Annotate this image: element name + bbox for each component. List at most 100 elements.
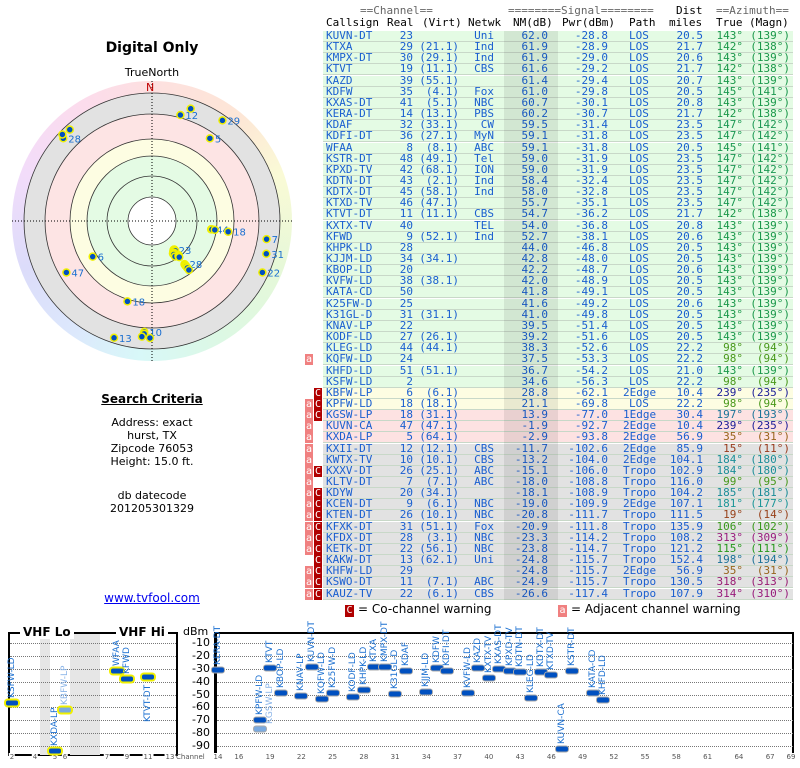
station-label: KUVN-CA xyxy=(556,703,567,745)
signal-marker xyxy=(545,672,558,678)
cell-call: KSTR-DT xyxy=(326,151,373,165)
table-row[interactable]: KJJM-LD 34 (34.1) 42.8 -48.0 LOS 20.5 143° (139°… xyxy=(323,252,793,265)
table-row[interactable]: KETK-DT 22 (56.1) NBC -23.8 -114.7 Tropo 121.2 1… xyxy=(323,542,793,555)
table-row[interactable]: KTVT-DT 11 (11.1) CBS 54.7 -36.2 LOS 21.7 142° (1… xyxy=(323,208,793,221)
table-row[interactable]: K31GL-D 31 (31.1) 41.0 -49.8 LOS 20.5 143° (139°… xyxy=(323,307,793,321)
cell-nm: 39.5 xyxy=(521,318,549,332)
table-row[interactable]: KERA-DT 14 (13.1) PBS 60.2 -30.7 LOS 21.7 142° (1… xyxy=(323,107,793,121)
table-row[interactable]: KPXD-TV 42 (68.1) ION 59.0 -31.9 LOS 23.5 147° (1… xyxy=(323,163,793,176)
cell-virt: (51.1) xyxy=(419,519,459,533)
cell-path: LOS xyxy=(629,341,649,355)
table-row[interactable]: KDAF 32 (33.1) CW 59.5 -31.4 LOS 23.5 147° (142°) xyxy=(323,118,793,132)
signal-marker xyxy=(212,667,224,673)
table-row[interactable]: KAKW-DT 13 (62.1) Uni -24.8 -115.7 Tropo 152.4 1… xyxy=(323,554,793,567)
cell-magn: (139°) xyxy=(750,285,790,299)
cell-path: LOS xyxy=(629,118,649,132)
table-row[interactable]: KDFW 35 (4.1) Fox 61.0 -29.8 LOS 20.5 145° (141°) xyxy=(323,84,793,98)
grid-line xyxy=(10,746,176,747)
cell-dist: 20.5 xyxy=(676,252,704,265)
cell-az: 143° xyxy=(716,307,744,321)
table-row[interactable]: KSTR-DT 48 (49.1) Tel 59.0 -31.9 LOS 23.5 147° (1… xyxy=(323,151,793,165)
table-row[interactable]: KXII-DT 12 (12.1) CBS -11.7 -102.6 2Edge 85.9 15… xyxy=(323,442,793,455)
table-row[interactable]: KHFW-LD 29 -24.8 -115.7 2Edge 56.9 35° (31°) xyxy=(323,564,793,578)
table-row[interactable]: KWTX-TV 10 (10.1) CBS -13.2 -104.0 2Edge 104.1 1… xyxy=(323,453,793,466)
table-row[interactable]: KDTX-DT 45 (58.1) Ind 58.0 -32.8 LOS 23.5 147° (1… xyxy=(323,185,793,199)
cell-dist: 21.7 xyxy=(676,107,704,121)
table-row[interactable]: KHPK-LD 28 44.0 -46.8 LOS 20.5 143° (139°) xyxy=(323,241,793,254)
cell-virt: (6.1) xyxy=(425,385,459,399)
table-row[interactable]: KBOP-LD 20 42.2 -48.7 LOS 20.6 143° (139°) xyxy=(323,264,793,277)
cell-call: KXXV-DT xyxy=(326,463,373,477)
cell-az: 106° xyxy=(716,519,744,533)
cell-real: 26 xyxy=(399,508,413,522)
cell-nm: 60.7 xyxy=(521,95,549,109)
table-row[interactable]: KXAS-DT 41 (5.1) NBC 60.7 -30.1 LOS 20.8 143° (13… xyxy=(323,95,793,109)
station-channel-label: 22 xyxy=(267,268,280,279)
table-row[interactable]: KNAV-LP 22 39.5 -51.4 LOS 20.5 143° (139°) xyxy=(323,318,793,332)
cell-call: KBFW-LP xyxy=(326,385,373,399)
table-row[interactable]: KTVT 19 (11.1) CBS 61.6 -29.2 LOS 21.7 142° (138°… xyxy=(323,63,793,76)
table-row[interactable]: KBFW-LP 6 (6.1) 28.8 -62.1 2Edge 10.4 239° (235°… xyxy=(323,385,793,399)
table-row[interactable]: KLEG-LD 44 (44.1) 38.3 -52.6 LOS 22.2 98° (94°) xyxy=(323,341,793,355)
table-row[interactable]: KODF-LD 27 (26.1) 39.2 -51.6 LOS 20.5 143° (139°… xyxy=(323,330,793,344)
grid-line xyxy=(10,668,176,670)
table-row[interactable]: KDYW 20 (34.1) -18.1 -108.9 Tropo 104.2 185° (18… xyxy=(323,487,793,500)
cell-path: LOS xyxy=(629,318,649,332)
cell-path: LOS xyxy=(629,374,649,388)
table-row[interactable]: KATA-CD 50 41.8 -49.1 LOS 20.5 143° (139°) xyxy=(323,285,793,299)
table-row[interactable]: KXDA-LP 5 (64.1) -2.9 -93.8 2Edge 56.9 35° (31°) xyxy=(323,430,793,444)
cell-call: KODF-LD xyxy=(326,330,373,344)
table-row[interactable]: KXXV-DT 26 (25.1) ABC -15.1 -106.0 Tropo 102.9 1… xyxy=(323,463,793,477)
cell-dist: 56.9 xyxy=(676,564,704,578)
table-row[interactable]: KHFD-LD 51 (51.1) 36.7 -54.2 LOS 21.0 143° (139°… xyxy=(323,364,793,377)
cell-path: Tropo xyxy=(623,463,657,477)
table-row[interactable]: KUVN-DT 23 Uni 62.0 -28.8 LOS 20.5 143° (139°) xyxy=(323,30,793,42)
cell-nm: 28.8 xyxy=(521,385,549,399)
cell-nm: 41.8 xyxy=(521,285,549,299)
table-row[interactable]: KPFW-LD 18 (18.1) 21.1 -69.8 LOS 22.2 98° (94°) xyxy=(323,396,793,410)
cell-call: KERA-DT xyxy=(326,107,373,121)
cell-nm: 58.0 xyxy=(521,185,549,199)
table-row[interactable]: KXTX-TV 40 TEL 54.0 -36.8 LOS 20.8 143° (139°) xyxy=(323,219,793,232)
cell-nm: 41.6 xyxy=(521,296,549,310)
table-row[interactable]: KTXD-TV 46 (47.1) 55.7 -35.1 LOS 23.5 147° (142°… xyxy=(323,197,793,210)
cell-nm: -2.9 xyxy=(521,430,549,444)
table-row[interactable]: KSFW-LD 2 34.6 -56.3 LOS 22.2 98° (94°) xyxy=(323,374,793,388)
table-row[interactable]: KVFW-LD 38 (38.1) 42.0 -48.9 LOS 20.5 143° (139°… xyxy=(323,274,793,288)
table-row[interactable]: KGSW-LP 18 (31.1) 13.9 -77.0 1Edge 30.4 197° (19… xyxy=(323,408,793,422)
cell-path: Tropo xyxy=(623,508,657,522)
cell-pwr: -48.9 xyxy=(574,274,608,288)
tvfool-link[interactable]: www.tvfool.com xyxy=(104,591,200,605)
table-row[interactable]: KTXA 29 (21.1) Ind 61.9 -28.9 LOS 21.7 142° (138°… xyxy=(323,41,793,54)
cell-call: KDFI-DT xyxy=(326,129,373,143)
cell-real: 39 xyxy=(399,73,413,87)
table-row[interactable]: KFWD 9 (52.1) Ind 52.7 -38.1 LOS 20.6 143° (139°) xyxy=(323,230,793,243)
table-row[interactable]: KAZD 39 (55.1) 61.4 -29.4 LOS 20.7 143° (139°) xyxy=(323,73,793,87)
table-row[interactable]: KUVN-CA 47 (47.1) -1.9 -92.7 2Edge 10.4 239° (23… xyxy=(323,420,793,433)
cell-nm: 13.9 xyxy=(521,408,549,422)
table-row[interactable]: KSWO-DT 11 (7.1) ABC -24.9 -115.7 Tropo 130.5 31… xyxy=(323,575,793,589)
table-row[interactable]: KQFW-LD 24 37.5 -53.3 LOS 22.2 98° (94°) xyxy=(323,353,793,366)
table-row[interactable]: WFAA 8 (8.1) ABC 59.1 -31.8 LOS 20.5 145° (141°) xyxy=(323,141,793,154)
cell-magn: (139°) xyxy=(750,252,790,265)
table-row[interactable]: KMPX-DT 30 (29.1) Ind 61.9 -29.0 LOS 20.6 143° (1… xyxy=(323,51,793,65)
table-row[interactable]: KCEN-DT 9 (6.1) NBC -19.0 -109.9 2Edge 107.1 181… xyxy=(323,498,793,511)
cell-real: 38 xyxy=(399,274,413,288)
table-row[interactable]: KDFI-DT 36 (27.1) MyN 59.1 -31.8 LOS 23.5 147° (1… xyxy=(323,129,793,143)
table-row[interactable]: KDTN-DT 43 (2.1) Ind 58.4 -32.4 LOS 23.5 147° (14… xyxy=(323,174,793,187)
table-row[interactable]: KLTV-DT 7 (7.1) ABC -18.0 -108.8 Tropo 116.0 99°… xyxy=(323,476,793,488)
adjacent-warning-icon: a xyxy=(305,510,313,522)
cell-az: 98° xyxy=(723,396,743,410)
table-row[interactable]: KFDX-DT 28 (3.1) NBC -23.3 -114.2 Tropo 108.2 31… xyxy=(323,531,793,544)
cell-call: KMPX-DT xyxy=(326,51,373,65)
table-row[interactable]: KFXK-DT 31 (51.1) Fox -20.9 -111.8 Tropo 135.9 1… xyxy=(323,519,793,533)
cell-az: 35° xyxy=(723,564,743,578)
table-row[interactable]: K25FW-D 25 41.6 -49.2 LOS 20.6 143° (139°) xyxy=(323,296,793,310)
cell-real: 11 xyxy=(399,575,413,589)
table-row[interactable]: KAUZ-TV 22 (6.1) CBS -26.6 -117.4 Tropo 107.9 31… xyxy=(323,587,793,600)
station-marker xyxy=(145,333,155,343)
table-row[interactable]: KTEN-DT 26 (10.1) NBC -20.8 -111.7 Tropo 111.5 1… xyxy=(323,508,793,522)
station-marker xyxy=(65,125,75,134)
cell-magn: (139°) xyxy=(750,307,790,321)
cell-az: 145° xyxy=(716,84,744,98)
